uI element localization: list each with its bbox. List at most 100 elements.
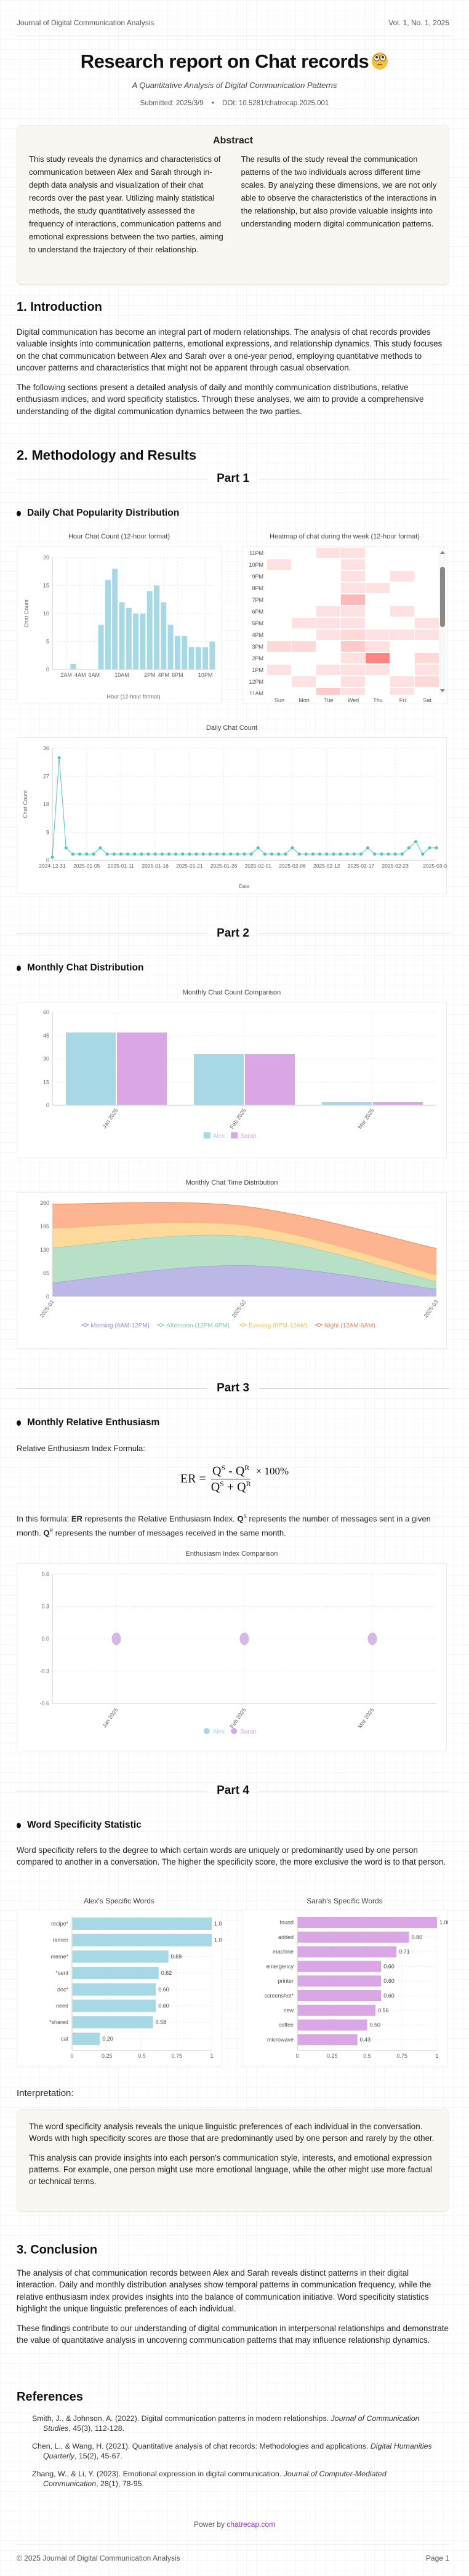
data-point [407,846,411,850]
data-point [160,852,164,856]
data-point [119,852,123,856]
category-label: new [283,2007,294,2014]
heatmap-cell [415,559,439,570]
formula-multiplier: × 100% [255,1465,289,1478]
heatmap-cell [316,571,340,582]
x-tick-label: 0 [70,2053,73,2059]
text: represents the number of messages receiv… [53,1527,286,1537]
value-label: 1.00 [214,1921,222,1927]
heatmap-cell [341,676,365,687]
x-tick-label: 2025-01-11 [108,863,134,869]
x-tick-label: 0.5 [138,2053,146,2059]
bar [72,1934,212,1946]
y-tick-label: 60 [43,1009,49,1015]
bar [72,1983,156,1996]
heatmap-cell [316,559,340,570]
bar [154,585,159,670]
bar [112,569,118,670]
bar [72,1999,156,2012]
scroll-up-icon[interactable] [440,551,445,554]
legend-marker [203,1728,210,1734]
text: Journal of Computer-Mediated Communicati… [43,2470,387,2488]
legend-label: Sarah [240,1133,257,1140]
x-tick-label: 1 [435,2053,438,2059]
x-tick-label: 4PM [158,672,170,678]
x-tick-label: Mar 2025 [357,1706,375,1729]
bar [209,641,215,670]
legend-label: Morning (6AM-12PM) [90,1322,150,1329]
y-tick-label: 15 [43,1079,49,1085]
legend-label: Alex [213,1729,225,1735]
interpretation-paragraph-1: The word specificity analysis reveals th… [29,2122,435,2143]
text: ER [71,1514,82,1524]
value-label: 0.60 [158,1986,169,1993]
data-point [111,1633,121,1645]
sarah-words-chart: 0 0.25 0.5 0.75 1 found 1.00 added 0.80 machine 0.… [242,1910,451,2066]
text: Q [43,1527,50,1537]
title-text: Research report on Chat records [80,50,369,72]
heatmap-cell [415,583,439,593]
x-tick-label: Mar 2025 [357,1107,375,1130]
y-tick-label: 0 [46,666,49,673]
alex-words-chart: 0 0.25 0.5 0.75 1 recipe* 1.00 ramen 1.00 meme* 0.… [17,1910,225,2066]
legend-marker [241,1323,246,1327]
heatmap-cell [366,688,390,695]
legend-label: Evening (6PM-12AM) [249,1322,308,1329]
value-label: 1.00 [214,1937,222,1943]
heatmap-cell [316,583,340,593]
part-label: Part 2 [217,927,249,940]
y-axis-title: Chat Count [22,790,28,818]
heatmap-cell [415,688,439,695]
section-heading-text: Word Specificity Statistic [27,1820,142,1830]
row-label: 11AM [249,690,263,695]
bar [174,636,180,670]
scroll-down-icon[interactable] [440,689,445,692]
x-tick-label: 10PM [198,672,213,678]
area-series [52,1265,436,1297]
y-tick-label: 30 [43,1056,49,1062]
data-point [373,852,377,856]
data-point [57,756,61,759]
q: Q [210,1480,220,1494]
heatmap-scrollbar[interactable] [439,547,446,695]
row-label: 9PM [252,573,263,580]
data-point [126,852,130,856]
daily-chart: 0 9 18 27 36 2024-12-31 2025-01-05 2025-01-11 20… [17,737,450,894]
heatmap-cell [341,688,365,695]
chart-title: Monthly Chat Time Distribution [185,1179,278,1186]
column-label: Tue [324,697,334,703]
heatmap-cell [390,665,414,675]
data-point [71,852,75,856]
heatmap-cell [390,630,414,640]
heatmap-cell [292,665,316,675]
heatmap-row: 5PM [243,617,439,629]
section-heading: Daily Chat Popularity Distribution [17,508,179,519]
part-label: Part 4 [217,1784,249,1797]
x-tick-label: 2024-12-31 [39,863,66,869]
x-tick-label: 2025-01-16 [142,863,169,869]
chart-title: Alex's Specific Words [84,1897,154,1905]
row-label: 12PM [249,678,263,685]
data-point [428,846,431,850]
scrollbar-thumb[interactable] [440,567,445,627]
y-tick-label: 5 [46,639,49,645]
chatrecap-link[interactable]: chatrecap.com [226,2520,276,2529]
s: S [221,1463,226,1472]
heatmap-cell [316,641,340,652]
heatmap-cell [292,641,316,652]
section-heading-text: Monthly Relative Enthusiasm [27,1417,160,1428]
intro-paragraph-2: The following sections present a detaile… [17,383,424,416]
monthly-time-chart: 0 65 130 195 260 2025-01 2025-02 2025-03 Morning… [17,1192,447,1349]
legend-marker [317,1323,321,1327]
bar [72,1950,169,1963]
category-label: doc* [57,1986,69,1993]
data-point [332,852,335,856]
heatmap-cell [292,606,316,617]
text: , 28(1), 78-95. [96,2479,144,2488]
bullet-icon [17,1822,21,1828]
legend-marker [159,1323,163,1327]
heatmap-cell [390,641,414,652]
row-label: 6PM [252,608,263,615]
heatmap-cell [366,665,390,675]
journal-name: Journal of Digital Communication Analysi… [17,18,154,27]
